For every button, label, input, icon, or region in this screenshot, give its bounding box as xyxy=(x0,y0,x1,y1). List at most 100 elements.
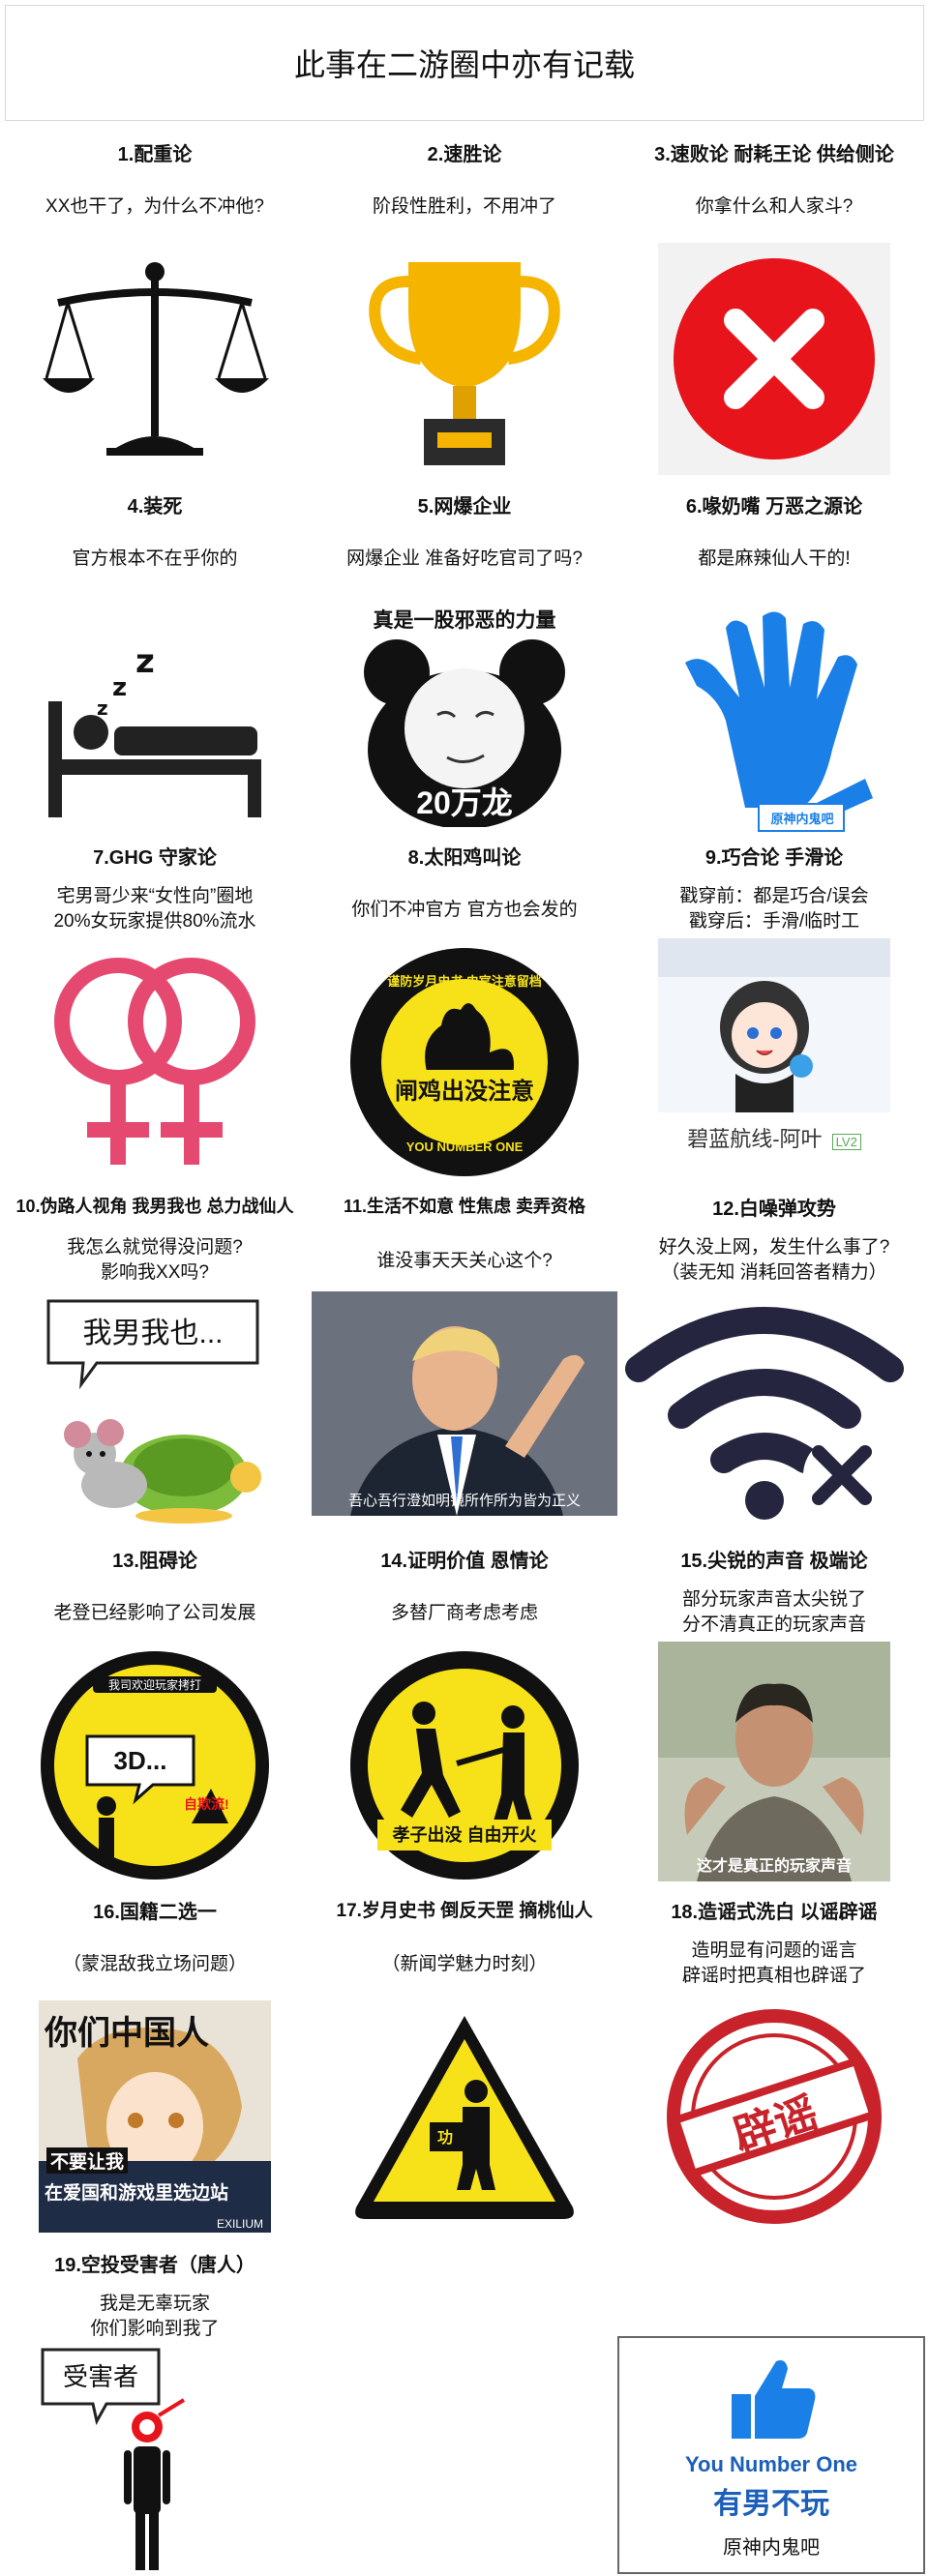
photo-subtitle: 吾心吾行澄如明镜所作所为皆为正义 xyxy=(347,1493,581,1509)
page-title: 此事在二游圈中亦有记载 xyxy=(293,47,635,82)
blue-hand-icon: 原神内鬼吧 xyxy=(658,605,890,837)
item-9: 9.巧合论 手滑论 戳穿前：都是巧合/误会 戳穿后：手滑/临时工 碧蓝航线-阿叶… xyxy=(619,842,929,1194)
item-heading: 6.喙奶嘴 万恶之源论 xyxy=(685,496,863,518)
item-2: 2.速胜论 阶段性胜利，不用冲了 xyxy=(310,138,619,490)
item-heading: 8.太阳鸡叫论 xyxy=(407,847,522,869)
item-18: 18.造谣式洗白 以谣辟谣 造明显有问题的谣言 辟谣时把真相也辟谣了 辟谣 xyxy=(619,1896,929,2248)
item-caption: 好久没上网，发生什么事了? （装无知 消耗回答者精力） xyxy=(619,1235,929,1286)
caption-line-1: 我怎么就觉得没问题? xyxy=(67,1237,243,1258)
item-caption: 我是无辜玩家 你们影响到我了 xyxy=(0,2292,310,2342)
you-number-one-box: You Number One 有男不玩 原神内鬼吧 xyxy=(617,2336,925,2574)
item-7: 7.GHG 守家论 宅男哥少来“女性向”圈地 20%女玩家提供80%流水 xyxy=(0,842,310,1194)
triangle-warning-icon: 功 xyxy=(348,2000,581,2233)
tieba-badge: 原神内鬼吧 xyxy=(770,812,834,826)
rooster-sign-icon: 谨防岁月史书 史官注意留档 闸鸡出没注意 YOU NUMBER ONE xyxy=(348,946,581,1178)
shrugging-man-photo: 这才是真正的玩家声音 xyxy=(658,1642,890,1881)
item-caption: 阶段性胜利，不用冲了 xyxy=(372,196,556,217)
box-line-2: 有男不玩 xyxy=(713,2488,829,2520)
caption-line-1: 我是无辜玩家 xyxy=(99,2294,210,2314)
sleeping-person-icon: z z z xyxy=(39,595,271,827)
item-heading: 16.国籍二选一 xyxy=(93,1902,217,1923)
item-11: 11.生活不如意 性焦虑 卖弄资格 谁没事天天关心这个? 吾心吾行澄如明镜所作所… xyxy=(310,1193,619,1545)
item-heading: 9.巧合论 手滑论 xyxy=(704,847,844,869)
sign-tag-text: 自欺流! xyxy=(184,1796,229,1812)
item-caption: 官方根本不在乎你的 xyxy=(72,548,238,569)
item-heading: 1.配重论 xyxy=(117,144,193,165)
caption-line-1: 部分玩家声音太尖锐了 xyxy=(681,1589,866,1610)
caption-line-2: 辟谣时把真相也辟谣了 xyxy=(681,1966,866,1986)
item-1: 1.配重论 XX也干了，为什么不冲他? xyxy=(0,138,310,490)
item-heading: 7.GHG 守家论 xyxy=(93,847,217,869)
item-caption: 戳穿前：都是巧合/误会 戳穿后：手滑/临时工 xyxy=(619,884,929,934)
pointing-man-photo: 吾心吾行澄如明镜所作所为皆为正义 xyxy=(312,1291,617,1516)
item-13: 13.阻碍论 老登已经影响了公司发展 我司欢迎玩家拷打 3D... 自欺流! xyxy=(0,1545,310,1897)
box-line-3: 原神内鬼吧 xyxy=(723,2537,820,2559)
title-box: 此事在二游圈中亦有记载 xyxy=(5,5,924,121)
caption-line-1: 造明显有问题的谣言 xyxy=(691,1940,857,1961)
svg-text:z: z xyxy=(135,642,155,681)
red-x-icon xyxy=(658,243,890,475)
item-heading: 5.网爆企业 xyxy=(417,496,512,518)
no-wifi-icon xyxy=(619,1291,910,1527)
poster-top-text: 你们中国人 xyxy=(45,2015,209,2052)
item-14: 14.证明价值 恩情论 多替厂商考虑考虑 孝子出没 自由开火 xyxy=(310,1545,619,1897)
sign-mid-text: 闸鸡出没注意 xyxy=(395,1079,534,1105)
caption-line-2: 分不清真正的玩家声音 xyxy=(681,1614,866,1635)
poster-line-1: 不要让我 xyxy=(46,2147,129,2174)
item-heading: 2.速胜论 xyxy=(427,144,502,165)
sign-tag-text: 功 xyxy=(437,2130,454,2147)
item-8: 8.太阳鸡叫论 你们不冲官方 官方也会发的 谨防岁月史书 史官注意留档 闸鸡出没… xyxy=(310,842,619,1194)
item-caption: （新闻学魅力时刻） xyxy=(381,1954,548,1974)
item-caption: （蒙混敌我立场问题） xyxy=(62,1954,247,1974)
caption-line-1: 宅男哥少来“女性向”圈地 xyxy=(56,886,254,906)
item-10: 10.伪路人视角 我男我也 总力战仙人 我怎么就觉得没问题? 影响我XX吗? 我… xyxy=(0,1193,310,1545)
item-caption: 网爆企业 准备好吃官司了吗? xyxy=(346,548,583,569)
item-19: 19.空投受害者（唐人） 我是无辜玩家 你们影响到我了 受害者 xyxy=(0,2249,310,2573)
caption-line-2: 影响我XX吗? xyxy=(101,1262,209,1283)
item-heading: 14.证明价值 恩情论 xyxy=(380,1551,549,1572)
item-6: 6.喙奶嘴 万恶之源论 都是麻辣仙人干的! 原神内鬼吧 xyxy=(619,490,929,843)
anime-poster: 你们中国人 不要让我 在爱国和游戏里选边站 EXILIUM xyxy=(39,2000,271,2233)
caption-line-2: （装无知 消耗回答者精力） xyxy=(661,1262,887,1283)
avatar-label: 碧蓝航线-阿叶 LV2 xyxy=(619,1122,929,1153)
item-heading: 18.造谣式洗白 以谣辟谣 xyxy=(671,1902,878,1923)
item-17: 17.岁月史书 倒反天罡 摘桃仙人 （新闻学魅力时刻） 功 xyxy=(310,1896,619,2248)
item-heading: 11.生活不如意 性焦虑 卖弄资格 xyxy=(343,1197,586,1216)
item-caption: XX也干了，为什么不冲他? xyxy=(45,196,264,217)
speech-bubble-text: 我男我也... xyxy=(82,1318,224,1349)
sign-bottom-text: YOU NUMBER ONE xyxy=(405,1140,524,1154)
meme-top-text: 真是一股邪恶的力量 xyxy=(373,609,556,632)
thumbs-up-icon xyxy=(726,2352,819,2444)
item-heading: 19.空投受害者（唐人） xyxy=(54,2255,255,2276)
item-caption: 老登已经影响了公司发展 xyxy=(53,1603,256,1623)
sign-bottom-text: 孝子出没 自由开火 xyxy=(392,1825,537,1845)
svg-text:z: z xyxy=(112,673,127,702)
speech-bubble-text: 受害者 xyxy=(62,2362,138,2391)
item-5: 5.网爆企业 网爆企业 准备好吃官司了吗? 真是一股邪恶的力量 20万龙 xyxy=(310,490,619,843)
meme-bottom-text: 20万龙 xyxy=(416,785,513,820)
sign-top-text: 谨防岁月史书 史官注意留档 xyxy=(387,974,542,989)
item-caption: 部分玩家声音太尖锐了 分不清真正的玩家声音 xyxy=(619,1587,929,1638)
mouse-turtle-icon: 我男我也... xyxy=(39,1291,271,1533)
item-16: 16.国籍二选一 （蒙混敌我立场问题） 你们中国人 不要让我 在爱国和游戏里选边… xyxy=(0,1896,310,2248)
warning-sign-icon: 我司欢迎玩家拷打 3D... 自欺流! xyxy=(39,1649,271,1881)
item-heading: 13.阻碍论 xyxy=(112,1551,197,1572)
scale-icon xyxy=(39,243,271,475)
item-heading: 3.速败论 耐耗王论 供给侧论 xyxy=(654,144,894,165)
item-heading: 15.尖锐的声音 极端论 xyxy=(680,1551,868,1572)
caption-line-1: 戳穿前：都是巧合/误会 xyxy=(679,886,869,906)
poster-brand: EXILIUM xyxy=(216,2217,263,2231)
caption-line-2: 戳穿后：手滑/临时工 xyxy=(688,911,860,932)
shooting-sign-icon: 孝子出没 自由开火 xyxy=(348,1649,581,1881)
item-heading: 4.装死 xyxy=(127,496,183,518)
item-heading: 10.伪路人视角 我男我也 总力战仙人 xyxy=(15,1197,294,1216)
stamp-icon: 辟谣 xyxy=(658,2000,890,2233)
item-4: 4.装死 官方根本不在乎你的 z z z xyxy=(0,490,310,843)
panda-meme: 20万龙 xyxy=(358,634,571,827)
item-heading: 12.白噪弹攻势 xyxy=(712,1199,836,1220)
item-caption: 你拿什么和人家斗? xyxy=(695,196,854,217)
item-caption: 都是麻辣仙人干的! xyxy=(698,548,851,569)
poster-line-2: 在爱国和游戏里选边站 xyxy=(45,2183,229,2204)
item-caption: 宅男哥少来“女性向”圈地 20%女玩家提供80%流水 xyxy=(0,884,310,934)
item-caption: 多替厂商考虑考虑 xyxy=(390,1603,538,1623)
